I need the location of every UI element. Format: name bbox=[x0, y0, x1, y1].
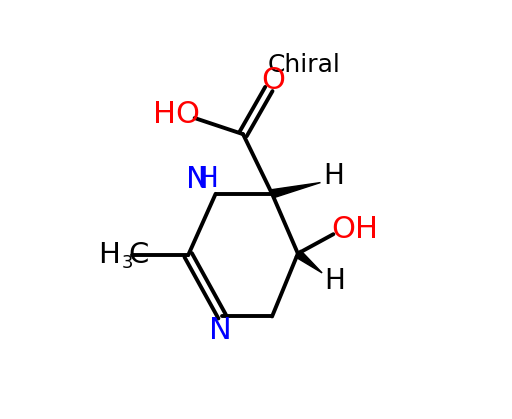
Polygon shape bbox=[271, 183, 321, 198]
Text: O: O bbox=[262, 67, 286, 96]
Text: C: C bbox=[129, 241, 149, 269]
Text: H: H bbox=[197, 166, 218, 193]
Text: H: H bbox=[323, 162, 344, 190]
Text: HO: HO bbox=[154, 100, 200, 129]
Text: Chiral: Chiral bbox=[268, 53, 341, 77]
Text: N: N bbox=[185, 165, 208, 194]
Text: OH: OH bbox=[331, 215, 378, 244]
Text: H: H bbox=[325, 267, 346, 295]
Text: 3: 3 bbox=[122, 254, 134, 272]
Polygon shape bbox=[295, 250, 322, 273]
Text: H: H bbox=[99, 241, 120, 269]
Text: N: N bbox=[209, 316, 232, 346]
